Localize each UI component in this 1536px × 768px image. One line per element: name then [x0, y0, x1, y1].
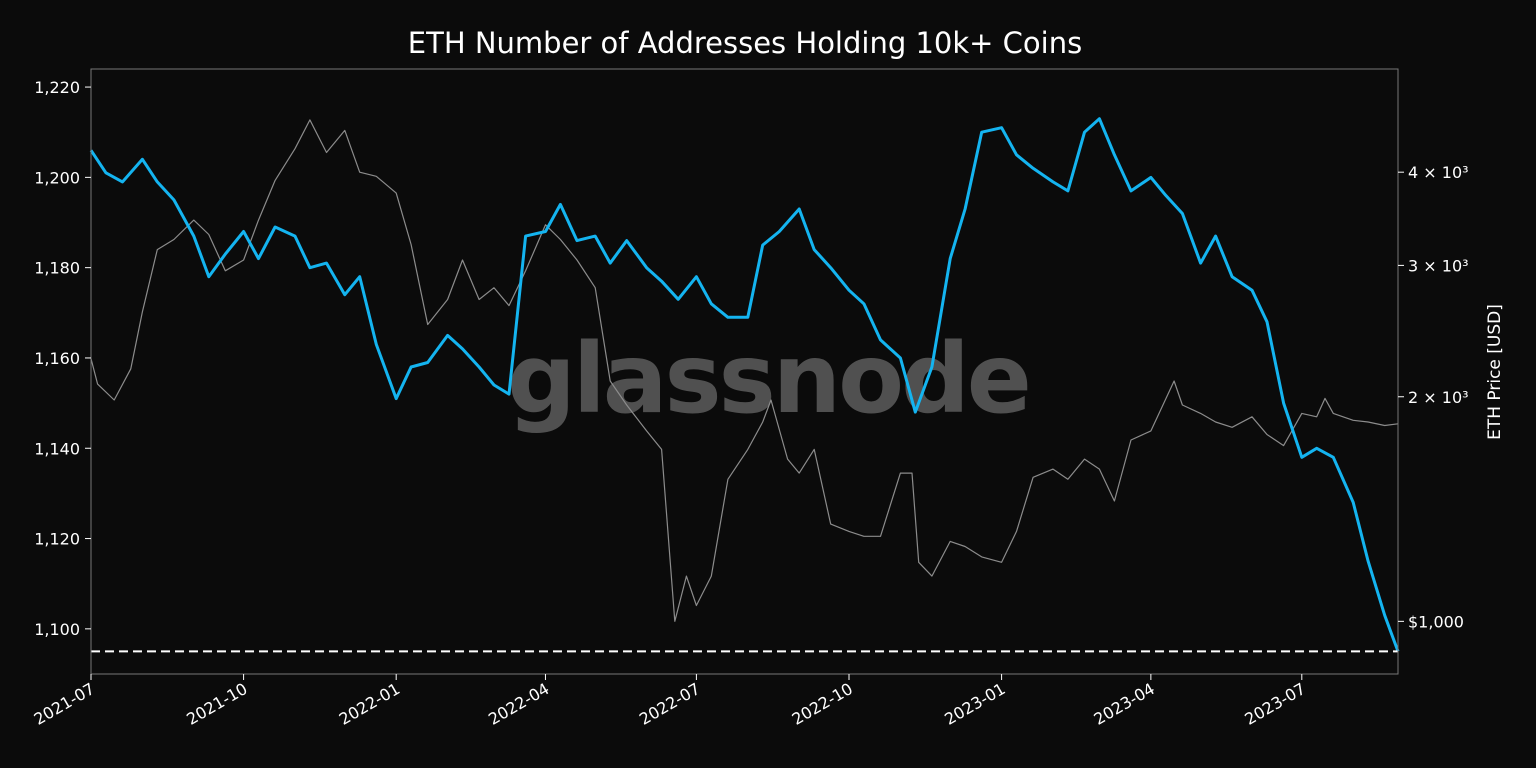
y-tick-label: 1,160	[34, 349, 80, 368]
y2-tick-label: 2 × 10³	[1408, 388, 1469, 407]
y-tick-label: 1,180	[34, 259, 80, 278]
addresses-series	[89, 117, 1400, 652]
watermark: glassnode	[507, 323, 1029, 435]
y-axis-right: $1,000 2 × 10³ 3 × 10³ 4 × 10³	[1398, 163, 1469, 631]
y2-tick-label: 3 × 10³	[1408, 256, 1469, 275]
chart-title: ETH Number of Addresses Holding 10k+ Coi…	[408, 26, 1082, 60]
y2-axis-title: ETH Price [USD]	[1485, 304, 1505, 440]
y-tick-label: 1,140	[34, 439, 80, 458]
price-line	[90, 119, 1399, 622]
y-tick-label: 1,100	[34, 620, 80, 639]
y-tick-label: 1,120	[34, 530, 80, 549]
y2-tick-label: $1,000	[1408, 612, 1464, 631]
y-axis-left: 1,100 1,120 1,140 1,160 1,180 1,200 1,220	[34, 78, 91, 639]
price-series	[90, 119, 1399, 622]
y-tick-label: 1,220	[34, 78, 80, 97]
y-tick-label: 1,200	[34, 168, 80, 187]
plot-frame	[90, 68, 1399, 675]
y2-tick-label: 4 × 10³	[1408, 163, 1469, 182]
